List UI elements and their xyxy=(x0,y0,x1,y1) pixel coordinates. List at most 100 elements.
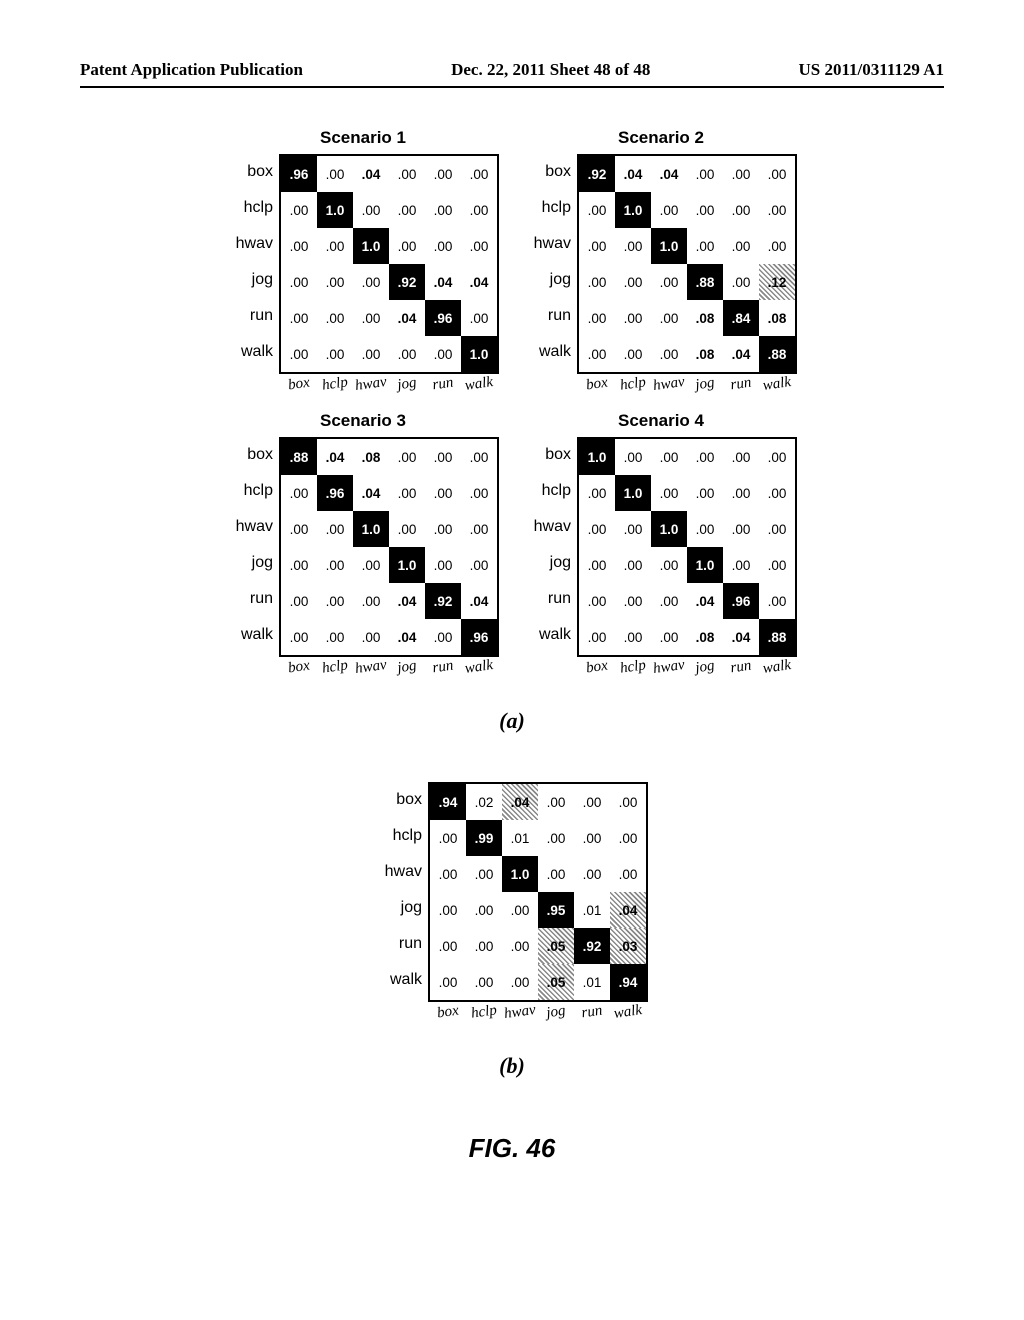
col-label: walk xyxy=(460,374,498,396)
matrix-cell: .00 xyxy=(389,192,425,228)
matrix-cell: .00 xyxy=(502,928,538,964)
confusion-matrix: Scenario 2 boxhclphwavjogrunwalk.92.04.04… xyxy=(525,128,797,393)
matrix-cell: .08 xyxy=(687,300,723,336)
matrix-cell: 1.0 xyxy=(615,475,651,511)
matrix-cell: .03 xyxy=(610,928,646,964)
row-label: run xyxy=(525,581,571,617)
matrix-cell: .00 xyxy=(281,547,317,583)
row-label: walk xyxy=(525,617,571,653)
matrix-cell: 1.0 xyxy=(461,336,497,372)
matrix-cell: .00 xyxy=(425,619,461,655)
matrix-cell: .00 xyxy=(466,856,502,892)
matrix-cell: .00 xyxy=(723,192,759,228)
matrix-cell: .04 xyxy=(723,619,759,655)
matrix-cell: .00 xyxy=(579,300,615,336)
row-label: hclp xyxy=(227,473,273,509)
matrix-grid: .96.00.04.00.00.00.001.0.00.00.00.00.00.… xyxy=(279,154,499,374)
row-label: hclp xyxy=(525,190,571,226)
matrix-cell: .00 xyxy=(281,336,317,372)
matrix-cell: .00 xyxy=(389,475,425,511)
matrix-cell: .04 xyxy=(461,583,497,619)
row-labels: boxhclphwavjogrunwalk xyxy=(376,782,422,998)
scenario-title: Scenario 2 xyxy=(618,128,704,148)
matrix-row: .00.001.0.00.00.00 xyxy=(430,856,646,892)
matrix-area: boxhclphwavjogrunwalk.92.04.04.00.00.00.… xyxy=(525,154,797,374)
col-label: walk xyxy=(758,374,796,396)
matrix-cell: .00 xyxy=(389,228,425,264)
col-label: hwav xyxy=(650,657,688,679)
matrix-cell: .00 xyxy=(317,264,353,300)
col-label: hclp xyxy=(614,657,652,679)
matrix-cell: .00 xyxy=(502,892,538,928)
col-labels: boxhclphwavjogrunwalk xyxy=(430,1004,646,1021)
col-label: hwav xyxy=(352,374,390,396)
col-label: walk xyxy=(609,1002,647,1024)
matrix-cell: .00 xyxy=(425,547,461,583)
matrix-cell: .00 xyxy=(353,192,389,228)
col-labels: boxhclphwavjogrunwalk xyxy=(281,659,497,676)
matrix-cell: .96 xyxy=(281,156,317,192)
matrix-row: .00.00.00.95.01.04 xyxy=(430,892,646,928)
matrix-cell: .00 xyxy=(687,511,723,547)
matrix-cell: .00 xyxy=(579,511,615,547)
row-label: hwav xyxy=(227,226,273,262)
matrix-row: .00.00.00.04.92.04 xyxy=(281,583,497,619)
matrix-cell: .00 xyxy=(538,784,574,820)
matrix-cell: .00 xyxy=(759,583,795,619)
matrix-cell: .04 xyxy=(389,619,425,655)
matrix-cell: .96 xyxy=(461,619,497,655)
matrix-cell: .00 xyxy=(389,156,425,192)
matrix-cell: .00 xyxy=(759,511,795,547)
confusion-matrix: Scenario 4boxhclphwavjogrunwalk1.0.00.00… xyxy=(525,411,797,676)
matrix-cell: .00 xyxy=(281,192,317,228)
matrix-cell: .00 xyxy=(574,784,610,820)
matrix-cell: .00 xyxy=(425,156,461,192)
matrix-cell: .00 xyxy=(579,336,615,372)
matrix-cell: .00 xyxy=(281,619,317,655)
matrix-area: boxhclphwavjogrunwalk1.0.00.00.00.00.00.… xyxy=(525,437,797,657)
matrix-cell: .12 xyxy=(759,264,795,300)
matrix-cell: .08 xyxy=(353,439,389,475)
matrix-row: .00.00.001.0.00.00 xyxy=(579,547,795,583)
col-label: box xyxy=(280,657,318,679)
row-label: hclp xyxy=(227,190,273,226)
matrix-cell: .08 xyxy=(759,300,795,336)
matrix-cell: .00 xyxy=(759,192,795,228)
matrix-cell: .00 xyxy=(466,928,502,964)
matrix-cell: .95 xyxy=(538,892,574,928)
matrix-cell: .88 xyxy=(759,336,795,372)
matrix-cell: .00 xyxy=(687,228,723,264)
matrix-cell: .02 xyxy=(466,784,502,820)
matrix-cell: .00 xyxy=(723,156,759,192)
matrix-cell: .04 xyxy=(389,300,425,336)
matrix-cell: .88 xyxy=(281,439,317,475)
matrix-cell: .00 xyxy=(430,820,466,856)
header-middle: Dec. 22, 2011 Sheet 48 of 48 xyxy=(451,60,650,80)
row-label: jog xyxy=(525,545,571,581)
matrix-row: .00.001.0.00.00.00 xyxy=(579,228,795,264)
matrix-cell: .01 xyxy=(574,892,610,928)
row-label: jog xyxy=(227,545,273,581)
col-label: box xyxy=(578,657,616,679)
row-label: jog xyxy=(376,890,422,926)
matrix-cell: 1.0 xyxy=(389,547,425,583)
matrix-cell: .00 xyxy=(610,820,646,856)
matrix-cell: .00 xyxy=(425,511,461,547)
matrix-cell: .00 xyxy=(579,264,615,300)
row-label: walk xyxy=(227,617,273,653)
row-labels: boxhclphwavjogrunwalk xyxy=(525,437,571,653)
matrix-row-bottom: Scenario 3boxhclphwavjogrunwalk.88.04.08… xyxy=(227,411,797,676)
matrix-row: .00.00.00.08.04.88 xyxy=(579,336,795,372)
matrix-cell: .04 xyxy=(687,583,723,619)
matrix-row: .00.001.0.00.00.00 xyxy=(281,228,497,264)
matrix-grid: .92.04.04.00.00.00.001.0.00.00.00.00.00.… xyxy=(577,154,797,374)
matrix-cell: .00 xyxy=(389,439,425,475)
col-label: hclp xyxy=(316,374,354,396)
matrix-cell: .00 xyxy=(579,583,615,619)
matrix-cell: .04 xyxy=(461,264,497,300)
matrix-cell: .00 xyxy=(610,784,646,820)
row-label: box xyxy=(227,437,273,473)
matrix-row: .00.00.00.04.00.96 xyxy=(281,619,497,655)
matrix-cell: .00 xyxy=(687,439,723,475)
matrix-row: .00.00.00.92.04.04 xyxy=(281,264,497,300)
